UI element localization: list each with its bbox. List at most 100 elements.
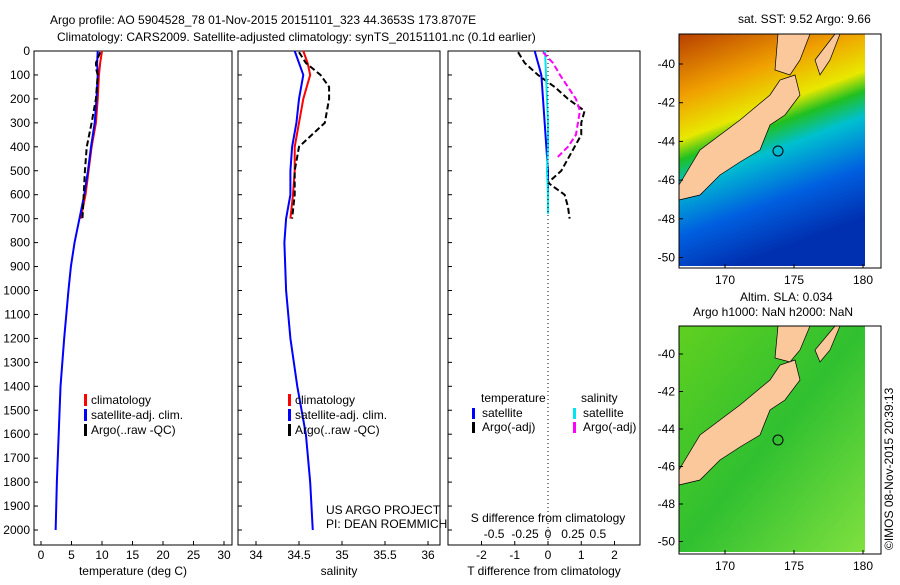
map-y-tick-label: -40	[658, 347, 676, 361]
legend-swatch	[472, 408, 475, 419]
map-y-tick-label: -46	[658, 460, 676, 474]
x-tick-label: 35.5	[373, 548, 397, 562]
map-y-tick-label: -46	[658, 173, 676, 187]
map-y-tick-label: -42	[658, 96, 676, 110]
x2-tick-label: 0	[545, 527, 552, 541]
title-line-1: Argo profile: AO 5904528_78 01-Nov-2015 …	[50, 13, 476, 27]
map-y-tick-label: -44	[658, 134, 676, 148]
y-tick-label: 2000	[3, 523, 30, 537]
legend-label: climatology	[295, 393, 355, 407]
legend-swatch	[84, 424, 87, 436]
map-y-tick-label: -48	[658, 497, 676, 511]
map-x-tick-label: 175	[784, 559, 804, 573]
legend-label: Argo(-adj)	[482, 420, 535, 434]
y-tick-label: 100	[10, 68, 30, 82]
x-axis-label: T difference from climatology	[467, 564, 621, 578]
legend-title-temperature: temperature	[481, 391, 546, 405]
annotation-project: US ARGO PROJECT	[326, 503, 441, 517]
x-tick-label: 34.5	[287, 548, 311, 562]
y-tick-label: 0	[23, 44, 30, 58]
x-tick-label: 20	[156, 548, 170, 562]
legend-swatch	[472, 422, 475, 433]
sst-map: sat. SST: 9.52 Argo: 9.66 -40 -42 -44 -46 -4…	[658, 12, 882, 287]
legend-label: satellite-adj. clim.	[295, 408, 387, 422]
plot-frame	[237, 50, 441, 546]
y-tick-label: 700	[10, 212, 30, 226]
x-tick-label: 36	[421, 548, 435, 562]
plot-frame	[33, 50, 233, 546]
imos-watermark: ©IMOS 08-Nov-2015 20:39:13	[882, 387, 896, 550]
map-x-tick-label: 180	[853, 559, 873, 573]
panel-1: 0100200300400500600700800900100011001200…	[3, 44, 233, 578]
series-line-s-satellite	[544, 50, 549, 214]
x-tick-label: 0	[38, 548, 45, 562]
series-line-satellite-adj-clim-	[283, 50, 314, 531]
x2-tick-label: -0.25	[511, 527, 539, 541]
legend-label: Argo(-adj)	[583, 420, 636, 434]
y-tick-label: 1900	[3, 499, 30, 513]
map-y-tick-label: -42	[658, 385, 676, 399]
y-tick-label: 1400	[3, 379, 30, 393]
sla-map-title-2: Argo h1000: NaN h2000: NaN	[693, 305, 853, 319]
x2-tick-label: 0.5	[590, 527, 607, 541]
y-tick-label: 1200	[3, 331, 30, 345]
legend-label: satellite-adj. clim.	[91, 408, 183, 422]
map-y-tick-label: -50	[658, 251, 676, 265]
legend-label: Argo(..raw -QC)	[91, 423, 176, 437]
legend-swatch	[573, 408, 576, 419]
x-tick-label: 1	[578, 548, 585, 562]
plot-frame	[447, 50, 641, 546]
x-tick-label: 5	[68, 548, 75, 562]
legend-label: Argo(..raw -QC)	[295, 423, 380, 437]
series-line-climatology	[289, 50, 312, 219]
x-tick-label: 25	[187, 548, 201, 562]
y-tick-label: 1700	[3, 451, 30, 465]
series-line-argo-raw-qc-	[81, 51, 102, 219]
series-line-climatology	[79, 50, 103, 219]
y-tick-label: 300	[10, 116, 30, 130]
map-y-tick-label: -50	[658, 535, 676, 549]
title-line-2: Climatology: CARS2009. Satellite-adjuste…	[57, 30, 536, 44]
x-tick-label: 30	[217, 548, 231, 562]
y-tick-label: 200	[10, 92, 30, 106]
map-x-tick-label: 170	[715, 559, 735, 573]
legend-swatch	[288, 409, 291, 421]
x-tick-label: 0	[545, 548, 552, 562]
annotation-pi: PI: DEAN ROEMMICH	[326, 517, 447, 531]
legend-swatch	[288, 394, 291, 406]
x2-tick-label: 0.25	[561, 527, 585, 541]
panel-2: 34 34.5 35 35.5 36 salinity climatologysatelli…	[237, 50, 447, 578]
x-tick-label: 35	[335, 548, 349, 562]
x-tick-label: -2	[476, 548, 487, 562]
sst-map-title: sat. SST: 9.52 Argo: 9.66	[738, 12, 871, 26]
y-tick-label: 900	[10, 260, 30, 274]
legend-label: satellite	[583, 406, 624, 420]
y-tick-label: 1000	[3, 284, 30, 298]
map-y-tick-label: -40	[658, 57, 676, 71]
y-tick-label: 600	[10, 188, 30, 202]
y-tick-label: 1600	[3, 427, 30, 441]
series-line-argo-raw-qc-	[291, 51, 331, 219]
series-line-s-argo-adj-	[542, 51, 581, 160]
series-line-t-argo-adj-	[517, 51, 586, 219]
map-x-tick-label: 180	[853, 273, 873, 287]
x-tick-label: -1	[509, 548, 520, 562]
y-tick-label: 1300	[3, 355, 30, 369]
legend-title-salinity: salinity	[581, 391, 618, 405]
x2-axis-label: S difference from climatology	[471, 511, 626, 525]
legend-swatch	[288, 424, 291, 436]
legend-label: climatology	[91, 393, 151, 407]
map-y-tick-label: -44	[658, 422, 676, 436]
panel-3: -2 -1 0 1 2 T difference from climatology temp…	[447, 50, 641, 578]
legend-swatch	[84, 409, 87, 421]
y-tick-label: 1800	[3, 475, 30, 489]
y-tick-label: 500	[10, 164, 30, 178]
legend-swatch	[573, 422, 576, 433]
x2-tick-label: -0.5	[484, 527, 505, 541]
x-tick-label: 10	[95, 548, 109, 562]
x-tick-label: 34	[249, 548, 263, 562]
x-axis-label: temperature (deg C)	[79, 564, 187, 578]
sla-map: Altim. SLA: 0.034 Argo h1000: NaN h2000:…	[658, 290, 882, 573]
